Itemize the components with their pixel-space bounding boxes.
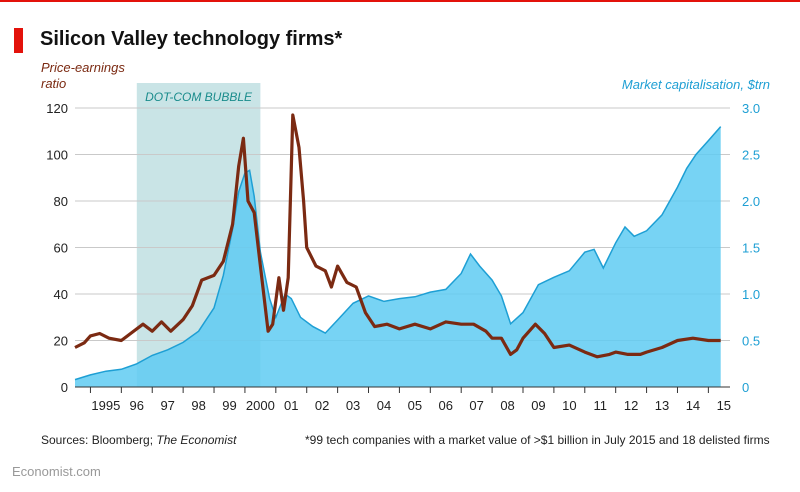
y-left-tick-label: 100 bbox=[46, 148, 68, 163]
pe-ratio-line bbox=[74, 113, 721, 359]
left-axis-label-text: Price-earnings ratio bbox=[41, 60, 125, 91]
brand-footer: Economist.com bbox=[12, 464, 101, 479]
y-right-tick-label: 1.0 bbox=[742, 287, 760, 302]
x-tick-label: 98 bbox=[191, 398, 205, 413]
x-tick-label: 04 bbox=[377, 398, 391, 413]
x-tick-label: 03 bbox=[346, 398, 360, 413]
x-tick-label: 07 bbox=[469, 398, 483, 413]
y-left-tick-label: 80 bbox=[54, 194, 68, 209]
y-right-tick-label: 0 bbox=[742, 380, 749, 395]
right-axis-label: Market capitalisation, $trn bbox=[621, 77, 770, 92]
x-tick-label: 10 bbox=[562, 398, 576, 413]
y-right-tick-label: 2.5 bbox=[742, 148, 760, 163]
left-axis-label: Price-earnings ratio bbox=[41, 60, 131, 92]
top-rule bbox=[0, 0, 800, 2]
y-right-tick-label: 2.0 bbox=[742, 194, 760, 209]
y-right-tick-label: 0.5 bbox=[742, 334, 760, 349]
y-left-tick-label: 40 bbox=[54, 287, 68, 302]
y-left-tick-label: 120 bbox=[46, 101, 68, 116]
x-tick-label: 15 bbox=[717, 398, 731, 413]
bubble-label: DOT-COM BUBBLE bbox=[145, 90, 253, 104]
market-cap-edge-line bbox=[74, 126, 722, 381]
x-tick-label: 96 bbox=[130, 398, 144, 413]
x-tick-label: 11 bbox=[593, 398, 607, 413]
sources-italic: The Economist bbox=[156, 433, 237, 447]
x-tick-label: 09 bbox=[531, 398, 545, 413]
sources-note: Sources: Bloomberg; The Economist bbox=[41, 433, 236, 447]
y-left-tick-label: 20 bbox=[54, 334, 68, 349]
y-right-tick-label: 1.5 bbox=[742, 241, 760, 256]
x-tick-label: 06 bbox=[439, 398, 453, 413]
x-tick-label: 1995 bbox=[91, 398, 120, 413]
y-left-tick-label: 0 bbox=[61, 380, 68, 395]
sources-prefix: Sources: Bloomberg; bbox=[41, 433, 157, 447]
x-tick-label: 99 bbox=[222, 398, 236, 413]
x-tick-label: 01 bbox=[284, 398, 298, 413]
x-axis: 1995 96 97 98 99 2000 01 02 03 04 05 06 07 08 09 10 11 12… bbox=[75, 386, 731, 413]
y-left-tick-label: 60 bbox=[54, 241, 68, 256]
x-tick-label: 02 bbox=[315, 398, 329, 413]
y-axis-right: 0 0.5 1.0 1.5 2.0 2.5 3.0 bbox=[742, 101, 760, 395]
x-tick-label: 97 bbox=[160, 398, 174, 413]
y-axis-left: 0 20 40 60 80 100 120 bbox=[46, 101, 68, 395]
x-tick-label: 12 bbox=[624, 398, 638, 413]
market-cap-area bbox=[75, 126, 721, 387]
x-tick-label: 2000 bbox=[246, 398, 275, 413]
footnote: *99 tech companies with a market value o… bbox=[305, 433, 770, 447]
brand-red-tag bbox=[14, 28, 23, 53]
x-tick-label: 05 bbox=[408, 398, 422, 413]
y-right-tick-label: 3.0 bbox=[742, 101, 760, 116]
x-tick-label: 14 bbox=[686, 398, 700, 413]
x-tick-label: 08 bbox=[500, 398, 514, 413]
x-tick-label: 13 bbox=[655, 398, 669, 413]
chart-title: Silicon Valley technology firms* bbox=[40, 28, 343, 50]
